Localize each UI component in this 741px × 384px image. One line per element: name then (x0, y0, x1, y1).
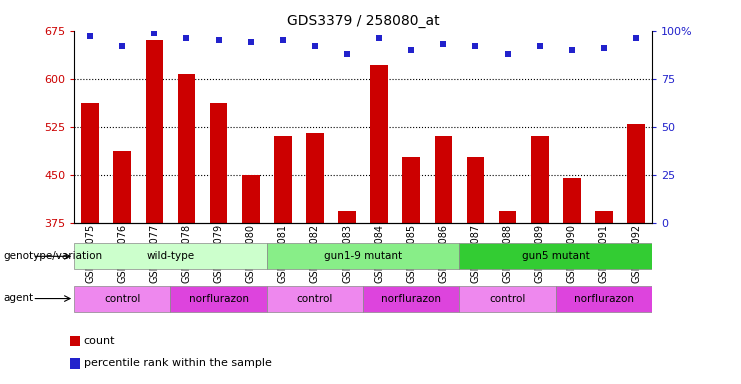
Point (213, 37, 225, 43)
Point (566, 47, 578, 53)
Point (437, 41, 449, 47)
Bar (434, 136, 452, 223)
Text: gun5 mutant: gun5 mutant (522, 251, 590, 262)
Point (405, 47, 417, 53)
Bar (267, 286, 363, 311)
Bar (627, 124, 645, 223)
Bar (338, 211, 356, 223)
Text: count: count (84, 336, 116, 346)
Bar (556, 286, 652, 311)
Bar (531, 136, 548, 223)
Point (534, 43, 545, 49)
Point (116, 43, 128, 49)
Bar (499, 211, 516, 223)
Bar (267, 243, 459, 269)
Point (309, 43, 321, 49)
Point (470, 43, 482, 49)
Point (245, 39, 256, 45)
Point (148, 30, 160, 36)
Bar (595, 211, 613, 223)
Bar (306, 133, 324, 223)
Bar (145, 40, 163, 223)
Bar (74, 243, 267, 269)
Bar (74, 286, 170, 311)
Text: gun1-9 mutant: gun1-9 mutant (324, 251, 402, 262)
Text: genotype/variation: genotype/variation (4, 251, 103, 261)
Bar (113, 151, 131, 223)
Bar (178, 74, 196, 223)
Bar (363, 286, 459, 311)
Point (598, 45, 610, 51)
Point (277, 37, 289, 43)
Bar (467, 157, 485, 223)
Text: control: control (489, 293, 526, 304)
Bar (459, 286, 556, 311)
Bar (459, 243, 652, 269)
Text: norflurazon: norflurazon (382, 293, 441, 304)
Text: percentile rank within the sample: percentile rank within the sample (84, 358, 272, 368)
Point (181, 35, 193, 41)
Point (84, 33, 96, 40)
Text: wild-type: wild-type (147, 251, 194, 262)
Text: norflurazon: norflurazon (189, 293, 248, 304)
Point (373, 35, 385, 41)
Bar (210, 103, 227, 223)
Text: agent: agent (4, 293, 34, 303)
Bar (370, 65, 388, 223)
Bar (563, 178, 581, 223)
Bar (170, 286, 267, 311)
Text: control: control (104, 293, 141, 304)
Text: norflurazon: norflurazon (574, 293, 634, 304)
Title: GDS3379 / 258080_at: GDS3379 / 258080_at (287, 14, 439, 28)
Bar (82, 103, 99, 223)
Point (502, 51, 514, 57)
Point (341, 51, 353, 57)
Bar (242, 175, 259, 223)
Bar (402, 157, 420, 223)
Point (630, 35, 642, 41)
Text: control: control (296, 293, 333, 304)
Bar (274, 136, 292, 223)
